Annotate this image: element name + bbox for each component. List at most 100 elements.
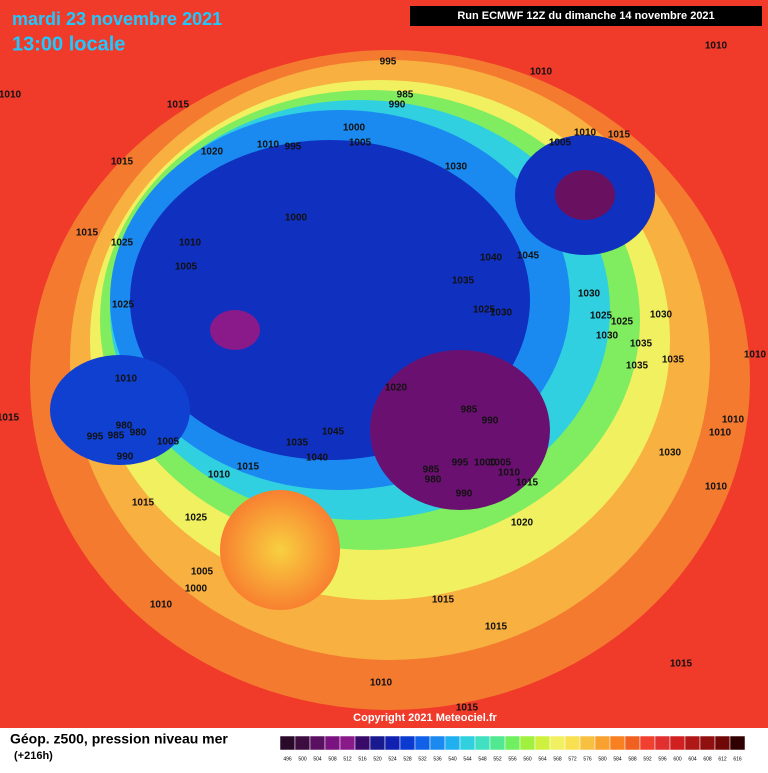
low bbox=[370, 350, 550, 510]
pressure-label: 1035 bbox=[630, 339, 653, 350]
colorbar-label: 608 bbox=[703, 756, 712, 762]
field bbox=[50, 355, 190, 465]
colorbar-label: 552 bbox=[493, 756, 502, 762]
pressure-label: 1025 bbox=[473, 305, 496, 316]
colorbar-swatch bbox=[714, 735, 731, 751]
colorbar-label: 532 bbox=[418, 756, 427, 762]
pressure-label: 985 bbox=[397, 90, 414, 101]
pressure-label: 985 bbox=[108, 431, 125, 442]
colorbar-swatch bbox=[489, 735, 506, 751]
colorbar-swatch bbox=[309, 735, 326, 751]
pressure-label: 995 bbox=[87, 432, 104, 443]
pressure-label: 1045 bbox=[517, 251, 540, 262]
colorbar-label: 576 bbox=[583, 756, 592, 762]
colorbar-label: 564 bbox=[538, 756, 547, 762]
pressure-label: 1015 bbox=[111, 157, 134, 168]
pressure-label: 980 bbox=[425, 475, 442, 486]
pressure-label: 1030 bbox=[659, 448, 682, 459]
colorbar-label: 560 bbox=[523, 756, 532, 762]
colorbar-label: 520 bbox=[373, 756, 382, 762]
time: 13:00 locale bbox=[12, 33, 125, 55]
colorbar-swatch bbox=[729, 735, 746, 751]
pressure-label: 1000 bbox=[343, 123, 366, 134]
colorbar-label: 572 bbox=[568, 756, 577, 762]
pressure-label: 1000 bbox=[285, 213, 308, 224]
colorbar: 496 500 504 508 512 516 520 524 528 532 536 540 544 5… bbox=[279, 735, 746, 762]
pressure-label: 1025 bbox=[112, 300, 135, 311]
pressure-label: 1010 bbox=[257, 140, 280, 151]
pressure-label: 1015 bbox=[132, 498, 155, 509]
pressure-label: 1015 bbox=[516, 478, 539, 489]
pressure-label: 985 bbox=[461, 405, 478, 416]
colorbar-label: 524 bbox=[388, 756, 397, 762]
colorbar-label: 512 bbox=[343, 756, 352, 762]
product-title: Géop. z500, pression niveau mer bbox=[10, 731, 228, 747]
pressure-label: 1015 bbox=[670, 659, 693, 670]
pressure-label: 1015 bbox=[0, 413, 20, 424]
pressure-label: 995 bbox=[452, 458, 469, 469]
colorbar-swatch bbox=[609, 735, 626, 751]
colorbar-swatch bbox=[384, 735, 401, 751]
colorbar-swatch bbox=[579, 735, 596, 751]
pressure-label: 1025 bbox=[185, 513, 208, 524]
pressure-label: 1010 bbox=[150, 600, 173, 611]
colorbar-label: 588 bbox=[628, 756, 637, 762]
colorbar-label: 548 bbox=[478, 756, 487, 762]
colorbar-label: 596 bbox=[658, 756, 667, 762]
pressure-label: 1010 bbox=[705, 482, 728, 493]
pressure-label: 1010 bbox=[574, 128, 597, 139]
colorbar-swatch bbox=[444, 735, 461, 751]
pressure-label: 1010 bbox=[179, 238, 202, 249]
low bbox=[210, 310, 260, 350]
pressure-label: 980 bbox=[116, 421, 133, 432]
colorbar-swatch bbox=[504, 735, 521, 751]
date: mardi 23 novembre 2021 bbox=[12, 9, 222, 29]
pressure-label: 1025 bbox=[111, 238, 134, 249]
pressure-label: 1035 bbox=[626, 361, 649, 372]
pressure-label: 990 bbox=[389, 100, 406, 111]
colorbar-label: 584 bbox=[613, 756, 622, 762]
field bbox=[220, 490, 340, 610]
colorbar-swatch bbox=[654, 735, 671, 751]
pressure-label: 1040 bbox=[480, 253, 503, 264]
pressure-label: 1020 bbox=[201, 147, 224, 158]
colorbar-swatch bbox=[399, 735, 416, 751]
pressure-label: 1030 bbox=[490, 308, 513, 319]
colorbar-swatch bbox=[564, 735, 581, 751]
pressure-label: 1005 bbox=[191, 567, 214, 578]
pressure-label: 990 bbox=[482, 416, 499, 427]
pressure-label: 1035 bbox=[662, 355, 685, 366]
pressure-label: 1010 bbox=[370, 678, 393, 689]
pressure-label: 1020 bbox=[385, 383, 408, 394]
colorbar-swatch bbox=[594, 735, 611, 751]
pressure-label: 1010 bbox=[208, 470, 231, 481]
colorbar-swatch bbox=[549, 735, 566, 751]
colorbar-label: 516 bbox=[358, 756, 367, 762]
pressure-label: 1025 bbox=[590, 311, 613, 322]
colorbar-swatch bbox=[339, 735, 356, 751]
colorbar-swatch bbox=[294, 735, 311, 751]
pressure-label: 1045 bbox=[322, 427, 345, 438]
colorbar-label: 508 bbox=[328, 756, 337, 762]
colorbar-label: 556 bbox=[508, 756, 517, 762]
pressure-label: 1030 bbox=[650, 310, 673, 321]
colorbar-swatch bbox=[354, 735, 371, 751]
pressure-label: 985 bbox=[423, 465, 440, 476]
pressure-label: 990 bbox=[117, 452, 134, 463]
pressure-label: 995 bbox=[285, 142, 302, 153]
run-box bbox=[410, 6, 762, 26]
pressure-label: 1010 bbox=[744, 350, 767, 361]
colorbar-label: 536 bbox=[433, 756, 442, 762]
pressure-label: 1005 bbox=[175, 262, 198, 273]
pressure-label: 1005 bbox=[349, 138, 372, 149]
colorbar-label: 504 bbox=[313, 756, 322, 762]
colorbar-swatch bbox=[369, 735, 386, 751]
pressure-label: 1005 bbox=[549, 138, 572, 149]
colorbar-swatch bbox=[414, 735, 431, 751]
pressure-label: 1030 bbox=[445, 162, 468, 173]
colorbar-swatch bbox=[519, 735, 536, 751]
colorbar-swatch bbox=[699, 735, 716, 751]
colorbar-swatch bbox=[639, 735, 656, 751]
